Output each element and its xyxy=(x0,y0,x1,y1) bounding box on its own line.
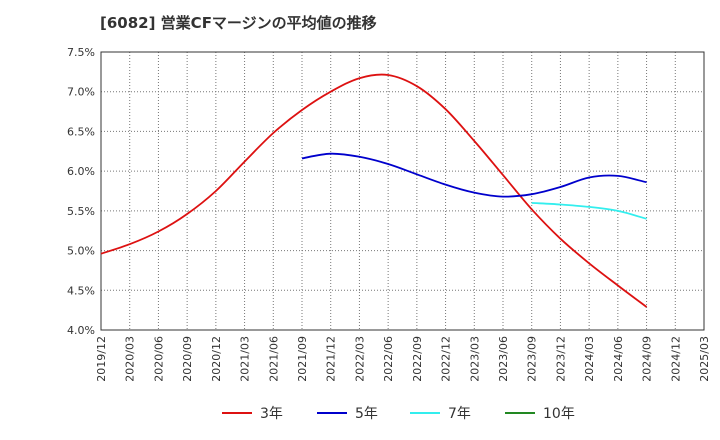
legend-swatch xyxy=(317,412,347,414)
legend-swatch xyxy=(222,412,252,414)
legend-label: 5年 xyxy=(355,406,378,422)
legend-label: 7年 xyxy=(448,406,471,422)
x-tick-label: 2022/03 xyxy=(353,336,366,382)
x-tick-label: 2019/12 xyxy=(95,336,108,382)
legend-item: 10年 xyxy=(505,403,575,423)
x-tick-label: 2024/03 xyxy=(583,336,596,382)
legend-swatch xyxy=(505,412,535,414)
x-tick-label: 2023/12 xyxy=(554,336,567,382)
x-tick-label: 2022/06 xyxy=(382,336,395,382)
chart-legend: 3年 5年 7年 10年 xyxy=(0,403,720,427)
x-tick-label: 2021/09 xyxy=(296,336,309,382)
y-tick-label: 4.0% xyxy=(67,324,95,337)
y-tick-label: 5.0% xyxy=(67,245,95,258)
x-tick-label: 2021/06 xyxy=(267,336,280,382)
x-tick-label: 2021/03 xyxy=(239,336,252,382)
x-tick-label: 2021/12 xyxy=(325,336,338,382)
y-tick-label: 6.5% xyxy=(67,125,95,138)
series-line-1 xyxy=(100,73,648,308)
x-tick-label: 2024/09 xyxy=(641,336,654,382)
x-tick-label: 2020/03 xyxy=(124,336,137,382)
legend-item: 5年 xyxy=(317,403,378,423)
legend-label: 3年 xyxy=(260,406,283,422)
y-tick-label: 4.5% xyxy=(67,284,95,297)
y-tick-label: 7.5% xyxy=(67,46,95,59)
legend-swatch xyxy=(410,412,440,414)
series-line-2 xyxy=(301,152,647,198)
plot-area-frame xyxy=(100,51,705,331)
x-tick-label: 2022/09 xyxy=(411,336,424,382)
x-tick-label: 2024/12 xyxy=(669,336,682,382)
series-line-3 xyxy=(531,202,647,220)
x-tick-label: 2023/06 xyxy=(497,336,510,382)
x-tick-label: 2023/03 xyxy=(468,336,481,382)
x-tick-label: 2023/09 xyxy=(526,336,539,382)
x-tick-label: 2020/12 xyxy=(210,336,223,382)
legend-item: 3年 xyxy=(222,403,283,423)
x-tick-label: 2022/12 xyxy=(440,336,453,382)
y-tick-label: 6.0% xyxy=(67,165,95,178)
x-tick-label: 2020/06 xyxy=(152,336,165,382)
x-tick-label: 2020/09 xyxy=(181,336,194,382)
y-tick-label: 7.0% xyxy=(67,86,95,99)
x-tick-label: 2025/03 xyxy=(698,336,711,382)
legend-item: 7年 xyxy=(410,403,471,423)
x-tick-label: 2024/06 xyxy=(612,336,625,382)
chart-title: [6082] 営業CFマージンの平均値の推移 xyxy=(100,14,377,32)
y-tick-label: 5.5% xyxy=(67,205,95,218)
legend-label: 10年 xyxy=(543,406,575,422)
